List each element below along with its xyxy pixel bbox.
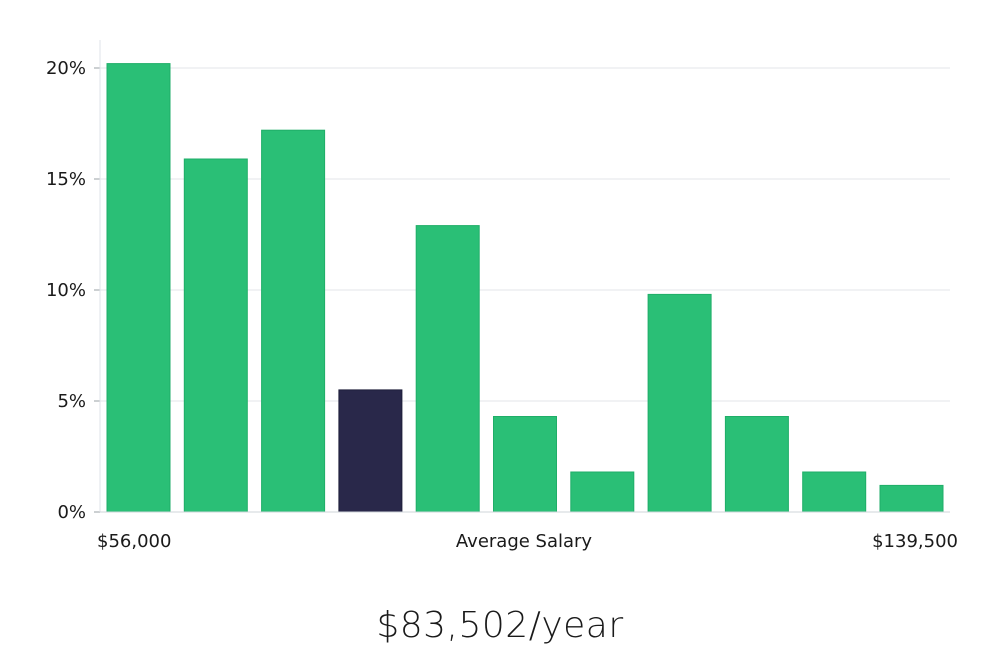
- bar: [493, 416, 557, 513]
- bar: [724, 416, 789, 513]
- y-tick-label: 15%: [46, 169, 86, 190]
- y-tick-label: 20%: [46, 58, 86, 79]
- bar: [261, 129, 326, 513]
- salary-histogram: 0% 5% 10% 15% 20% $56,000 Average Salary $13…: [46, 40, 958, 552]
- bar: [647, 293, 712, 513]
- x-right-label: $139,500: [872, 531, 958, 552]
- y-tick-label: 5%: [57, 391, 86, 412]
- bar: [415, 225, 480, 513]
- y-tick-label: 0%: [57, 502, 86, 523]
- bar-highlighted: [338, 389, 403, 513]
- x-axis-title: Average Salary: [456, 531, 593, 552]
- bar: [183, 158, 248, 513]
- bar: [879, 484, 944, 513]
- x-left-label: $56,000: [97, 531, 171, 552]
- bar: [802, 471, 867, 513]
- y-axis-ticks: 0% 5% 10% 15% 20%: [46, 58, 100, 523]
- bars: [106, 63, 944, 513]
- average-salary-headline: $83,502/year: [376, 605, 624, 646]
- bar: [570, 471, 635, 513]
- y-tick-label: 10%: [46, 280, 86, 301]
- bar: [106, 63, 171, 513]
